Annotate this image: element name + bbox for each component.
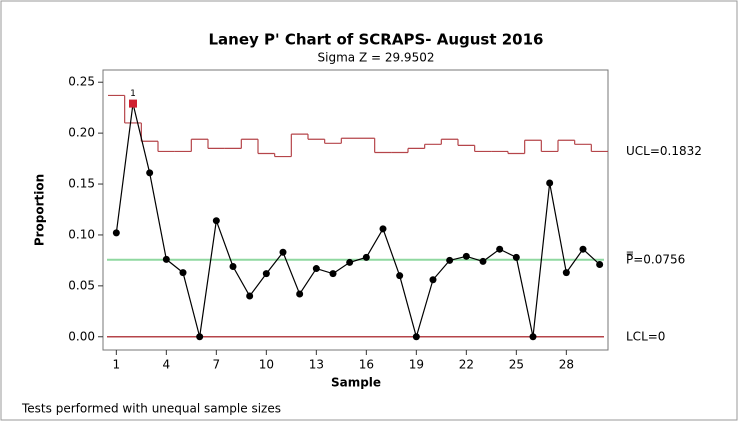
data-point — [212, 217, 220, 225]
data-point — [246, 292, 254, 300]
y-tick-label: 0.05 — [68, 278, 95, 292]
plot-area — [102, 69, 609, 351]
data-point — [179, 269, 187, 277]
center-label: P̿=0.0756 — [626, 251, 685, 266]
data-point — [196, 333, 204, 341]
data-point — [146, 169, 154, 177]
x-tick-label: 22 — [459, 358, 474, 372]
ucl-label: UCL=0.1832 — [626, 144, 702, 158]
footnote: Tests performed with unequal sample size… — [21, 402, 281, 416]
data-point — [379, 225, 387, 233]
data-point — [579, 245, 587, 253]
data-point — [596, 260, 604, 268]
data-point — [262, 270, 270, 278]
data-point — [362, 253, 370, 261]
data-point — [279, 248, 287, 256]
x-tick-label: 25 — [509, 358, 524, 372]
x-tick-label: 1 — [113, 358, 121, 372]
test-label: 1 — [130, 89, 136, 99]
x-axis-label: Sample — [331, 376, 381, 390]
data-point — [296, 290, 304, 298]
data-point — [512, 253, 520, 261]
y-tick-label: 0.25 — [68, 75, 95, 89]
x-tick-label: 16 — [359, 358, 374, 372]
flagged-point — [129, 99, 137, 108]
data-point — [496, 245, 504, 253]
x-tick-label: 10 — [259, 358, 274, 372]
data-point — [446, 256, 454, 264]
data-point — [346, 258, 354, 266]
y-tick-label: 0.15 — [68, 177, 95, 191]
data-point — [396, 272, 404, 280]
data-point — [479, 257, 487, 265]
data-point — [529, 333, 537, 341]
x-tick-label: 13 — [309, 358, 324, 372]
data-point — [562, 269, 570, 277]
data-point — [429, 276, 437, 284]
x-tick-label: 7 — [213, 358, 221, 372]
data-point — [162, 255, 170, 263]
lcl-label: LCL=0 — [626, 329, 665, 343]
data-point — [329, 270, 337, 278]
data-point — [112, 229, 120, 237]
x-tick-label: 19 — [409, 358, 424, 372]
chart-subtitle: Sigma Z = 29.9502 — [318, 51, 435, 65]
data-point — [312, 265, 320, 273]
data-line — [115, 103, 601, 339]
y-tick-label: 0.10 — [68, 227, 95, 241]
data-point — [412, 333, 420, 341]
x-tick-label: 4 — [163, 358, 171, 372]
chart-title: Laney P' Chart of SCRAPS- August 2016 — [209, 31, 544, 49]
y-tick-label: 0.20 — [68, 126, 95, 140]
data-point — [462, 252, 470, 260]
data-point — [229, 263, 237, 271]
data-point — [546, 179, 554, 187]
y-axis-label: Proportion — [33, 174, 47, 246]
y-tick-label: 0.00 — [68, 329, 95, 343]
x-tick-label: 28 — [559, 358, 574, 372]
